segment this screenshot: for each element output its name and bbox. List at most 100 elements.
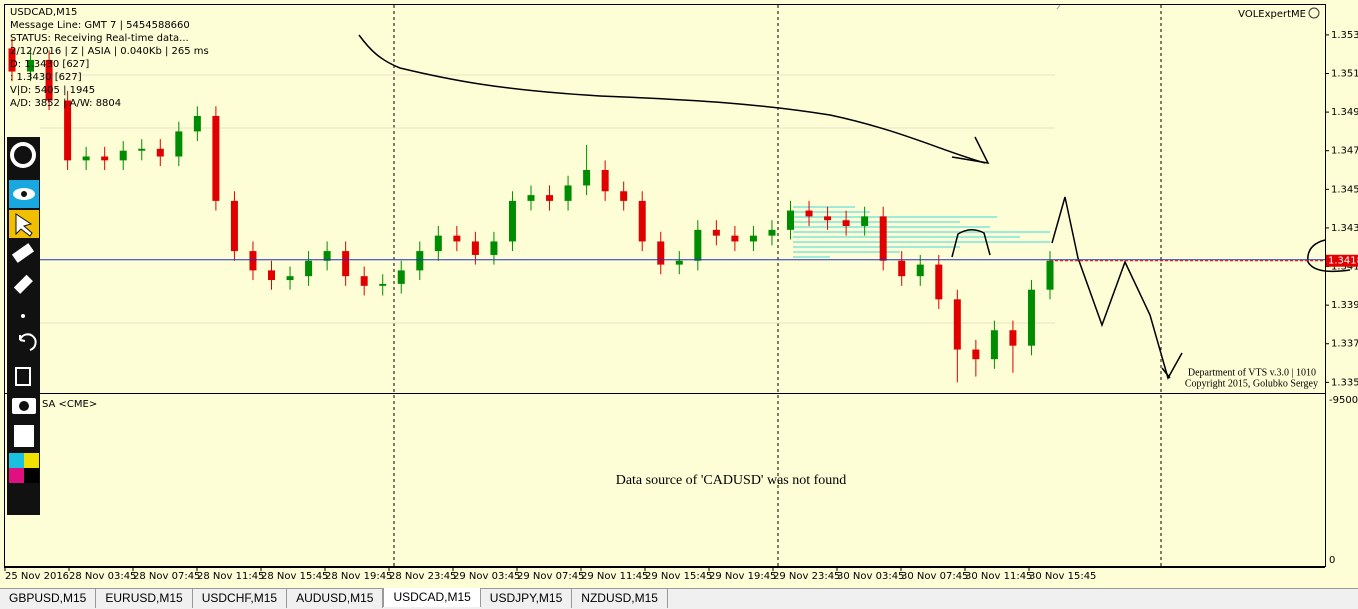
indicator-icon[interactable]: [1308, 7, 1320, 19]
candle-body: [842, 220, 850, 226]
x-tick-label: 29 Nov 03:45: [453, 571, 520, 582]
symbol-tab[interactable]: USDJPY,M15: [481, 589, 573, 608]
candle-body: [657, 241, 665, 265]
background: [0, 0, 1358, 588]
candle-body: [675, 260, 683, 265]
candle-body: [360, 276, 368, 286]
candle-body: [379, 283, 387, 286]
candle-body: [879, 216, 887, 261]
candle-body: [8, 48, 16, 72]
y-tick-label: 1.3455: [1331, 184, 1358, 195]
y-tick-label: 1.3475: [1331, 146, 1358, 157]
candle-body: [101, 156, 109, 161]
candle-body: [119, 150, 127, 161]
candle-body: [175, 131, 183, 157]
x-tick-label: 28 Nov 07:45: [133, 571, 200, 582]
y-tick-label: 1.3415: [1331, 262, 1358, 273]
candle-body: [249, 251, 257, 271]
x-tick-label: 28 Nov 19:45: [325, 571, 392, 582]
candle-body: [638, 200, 646, 242]
symbol-tab[interactable]: USDCAD,M15: [383, 588, 481, 607]
indicator-name: VOLExpertME: [1238, 9, 1306, 20]
tool-eraser[interactable]: [13, 274, 33, 294]
symbol-tab[interactable]: NZDUSD,M15: [572, 589, 668, 608]
info-line: V|D: 5405 | 1945: [10, 85, 95, 96]
candle-body: [953, 299, 961, 350]
candle-body: [305, 260, 313, 277]
indicator-message: Data source of 'CADUSD' was not found: [616, 473, 847, 488]
candle-body: [861, 216, 869, 226]
candle-body: [138, 148, 146, 151]
candle-body: [453, 235, 461, 242]
candle-body: [824, 216, 832, 221]
candle-body: [286, 276, 294, 281]
candle-body: [268, 270, 275, 281]
y-tick-label: 1.3395: [1331, 300, 1358, 311]
candle-body: [694, 229, 702, 261]
x-tick-label: 28 Nov 23:45: [389, 571, 456, 582]
symbol-label: USDCAD,M15: [10, 7, 77, 18]
info-line: : 1.3430 [627]: [10, 72, 82, 83]
candle-body: [416, 251, 424, 271]
candle-body: [82, 156, 90, 161]
x-tick-label: 30 Nov 11:45: [965, 571, 1032, 582]
candle-body: [27, 59, 35, 72]
y-tick-label: 1.3495: [1331, 107, 1358, 118]
candle-body: [731, 235, 739, 242]
tool-undo[interactable]: [19, 333, 37, 351]
session-line: 2/12/2016 | Z | ASIA | 0.040Kb | 265 ms: [10, 46, 209, 57]
candle-body: [323, 251, 331, 261]
y-tick-label: 1.3515: [1331, 68, 1358, 79]
info-line: A/D: 3852 | A/W: 8804: [10, 98, 121, 109]
candle-body: [990, 330, 998, 360]
toolbar: [7, 137, 40, 515]
symbol-tab[interactable]: GBPUSD,M15: [0, 589, 97, 608]
candle-body: [787, 210, 794, 230]
x-tick-label: 30 Nov 03:45: [837, 571, 904, 582]
x-tick-label: 29 Nov 19:45: [709, 571, 776, 582]
tool-list[interactable]: [14, 425, 34, 447]
hand-drawing: [358, 34, 1351, 380]
x-tick-label: 29 Nov 11:45: [581, 571, 648, 582]
x-tick-label: 30 Nov 07:45: [901, 571, 968, 582]
tool-delete[interactable]: [15, 367, 31, 386]
y-tick-label: 1.3355: [1331, 377, 1358, 388]
price-label-box: [1326, 254, 1358, 267]
candle-body: [508, 200, 516, 242]
candle-body: [64, 100, 72, 161]
candle-body: [620, 191, 628, 201]
x-tick-label: 28 Nov 15:45: [261, 571, 328, 582]
candle-body: [230, 200, 238, 252]
candle-body: [342, 251, 350, 277]
message-line: Message Line: GMT 7 | 5454588660: [10, 20, 190, 31]
y-tick-label: 1.3535: [1331, 30, 1358, 41]
candle-body: [768, 229, 776, 236]
symbol-tab[interactable]: USDCHF,M15: [193, 589, 288, 608]
volume-profile: [793, 206, 1050, 258]
x-tick-label: 29 Nov 07:45: [517, 571, 584, 582]
candle-body: [712, 229, 720, 236]
x-tick-label: 25 Nov 2016: [5, 571, 69, 582]
status-line: STATUS: Receiving Real-time data...: [10, 33, 189, 44]
indicator-axis-label: 0: [1329, 555, 1335, 566]
candle-body: [471, 241, 479, 255]
candle-body: [527, 195, 535, 201]
x-tick-label: 29 Nov 23:45: [773, 571, 840, 582]
candles: [8, 38, 1054, 383]
tool-ruler[interactable]: [11, 243, 35, 263]
candle-body: [397, 270, 405, 284]
x-tick-label: 29 Nov 15:45: [645, 571, 712, 582]
tool-dot[interactable]: [21, 314, 25, 318]
symbol-tab[interactable]: AUDUSD,M15: [287, 589, 384, 608]
indicator-label: SA <CME>: [42, 399, 97, 410]
credit: Copyright 2015, Golubko Sergey: [1185, 378, 1318, 389]
candle-body: [805, 210, 813, 217]
chart-window: USDCAD,M15 Message Line: GMT 7 | 5454588…: [0, 0, 1358, 588]
candle-body: [972, 349, 980, 360]
candle-body: [156, 148, 164, 157]
symbol-tab[interactable]: EURUSD,M15: [96, 589, 193, 608]
candle-body: [212, 115, 220, 201]
candle-body: [916, 264, 924, 277]
candle-body: [546, 195, 554, 201]
